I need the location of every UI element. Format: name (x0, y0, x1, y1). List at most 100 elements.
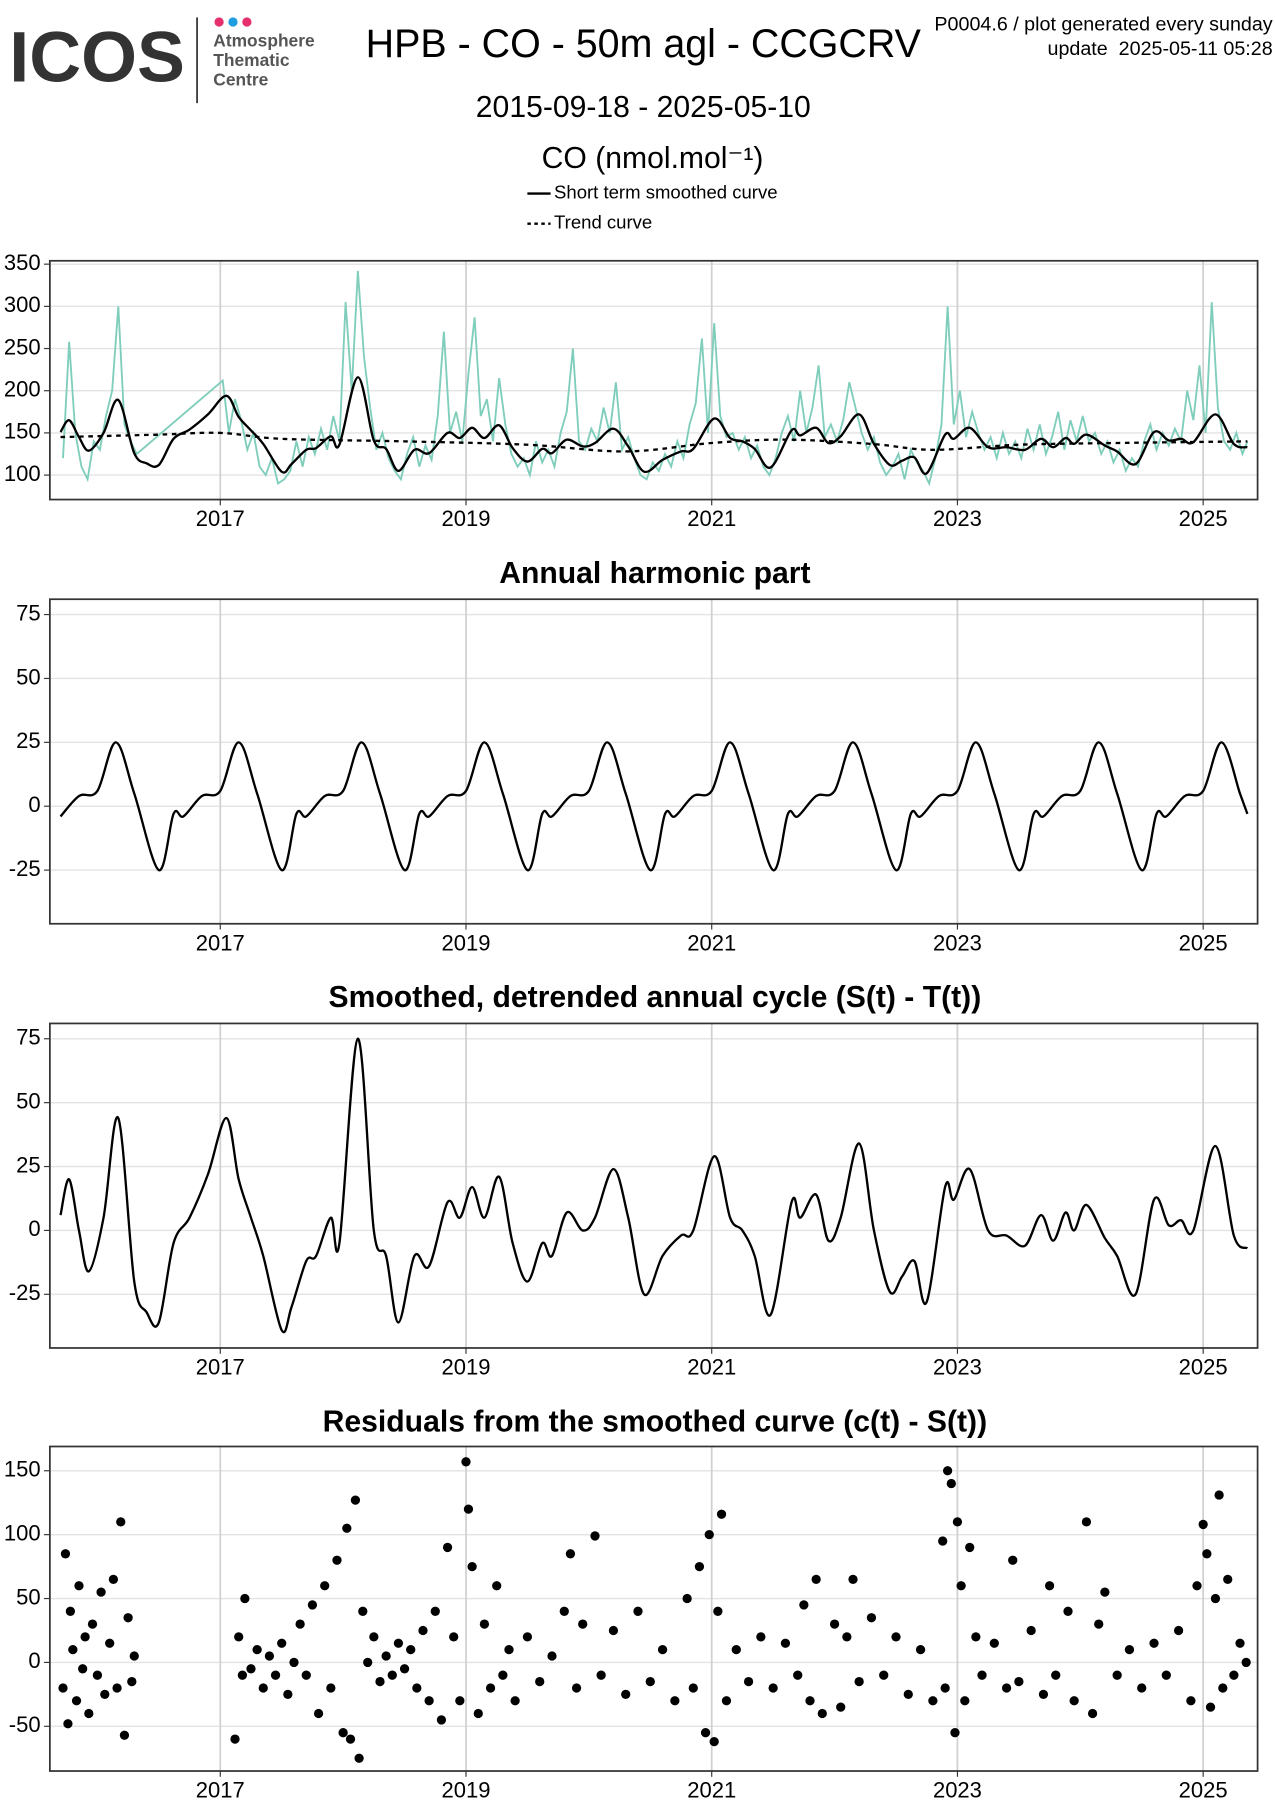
plot-frame (48, 1022, 1259, 1349)
data-point (467, 1561, 477, 1572)
data-point (950, 1728, 960, 1738)
data-point (952, 1517, 963, 1527)
data-point (80, 1632, 90, 1642)
panel: Residuals from the smoothed curve (c(t) … (4, 1405, 1259, 1800)
x-tick-label: 2017 (196, 506, 245, 531)
data-point (430, 1606, 440, 1616)
y-tick-label: 75 (16, 600, 41, 625)
data-point (358, 1606, 368, 1616)
data-point (375, 1676, 385, 1687)
data-point (504, 1645, 514, 1655)
data-point (682, 1593, 692, 1604)
data-point (743, 1676, 754, 1687)
data-point (657, 1645, 668, 1655)
data-point (393, 1638, 404, 1648)
data-point (1038, 1689, 1049, 1699)
y-tick-label: -50 (9, 1712, 41, 1737)
y-tick-label: 100 (4, 461, 41, 486)
y-tick-label: 250 (4, 334, 41, 359)
data-point (1218, 1683, 1228, 1693)
data-point (971, 1632, 981, 1642)
data-point (1094, 1619, 1104, 1629)
data-point (230, 1734, 240, 1744)
logo-text: ICOS (9, 18, 185, 98)
x-tick-label: 2025 (1179, 1355, 1228, 1380)
panel-title: Smoothed, detrended annual cycle (S(t) -… (329, 981, 982, 1014)
logo-dot (228, 17, 238, 27)
y-tick-label: 0 (28, 792, 40, 817)
data-point (283, 1689, 293, 1699)
data-point (700, 1728, 711, 1738)
y-tick-label: 0 (28, 1648, 40, 1673)
data-point (731, 1645, 741, 1655)
data-point (578, 1619, 588, 1629)
data-point (836, 1702, 846, 1712)
data-point (92, 1670, 103, 1680)
data-point (1063, 1606, 1073, 1616)
x-tick-label: 2021 (687, 1355, 736, 1380)
data-point (399, 1664, 410, 1674)
update-note: update 2025-05-11 05:28 (1048, 38, 1273, 60)
x-tick-label: 2017 (196, 930, 245, 955)
data-point (326, 1683, 336, 1693)
data-point (709, 1737, 719, 1747)
data-point (449, 1632, 459, 1642)
data-point (363, 1657, 373, 1668)
data-point (1173, 1625, 1184, 1636)
data-point (424, 1696, 434, 1706)
plot-background (49, 260, 1258, 500)
logo-line: Atmosphere (213, 30, 315, 50)
data-point (938, 1536, 948, 1546)
data-point (866, 1613, 877, 1623)
data-point (108, 1574, 119, 1585)
data-point (811, 1574, 821, 1585)
data-point (381, 1651, 391, 1661)
y-tick-label: 50 (16, 664, 41, 689)
data-point (492, 1581, 502, 1591)
data-point (1014, 1676, 1024, 1687)
x-tick-label: 2021 (687, 930, 736, 955)
data-point (805, 1696, 815, 1706)
data-point (928, 1696, 938, 1706)
y-tick-label: 75 (16, 1025, 41, 1050)
data-point (412, 1683, 422, 1693)
data-point (105, 1638, 115, 1648)
data-point (1198, 1519, 1208, 1530)
data-point (1044, 1581, 1055, 1591)
page-title: HPB - CO - 50m agl - CCGCRV (366, 22, 922, 66)
data-point (1137, 1683, 1147, 1693)
data-point (1192, 1581, 1202, 1591)
logo-line: Centre (213, 70, 268, 90)
logo-dot (242, 17, 252, 27)
data-point (119, 1730, 130, 1740)
data-point (510, 1696, 520, 1706)
panel: 100 150 200 250 300 350 2017 2019 2021 2023 2025 (4, 250, 1259, 531)
data-point (547, 1651, 557, 1661)
data-point (63, 1719, 73, 1729)
data-point (240, 1593, 250, 1604)
data-point (559, 1606, 569, 1616)
data-point (295, 1619, 305, 1629)
y-tick-label: 50 (16, 1088, 41, 1113)
x-tick-label: 2021 (687, 1778, 736, 1800)
data-point (670, 1696, 680, 1706)
data-point (596, 1670, 606, 1680)
data-point (264, 1651, 275, 1661)
x-tick-label: 2019 (442, 1778, 491, 1800)
data-point (1087, 1708, 1098, 1719)
data-point (1001, 1683, 1012, 1693)
data-point (112, 1683, 122, 1693)
plot-background (49, 1446, 1258, 1772)
data-point (768, 1683, 778, 1693)
data-point (704, 1530, 714, 1540)
data-point (891, 1632, 901, 1642)
data-point (1223, 1574, 1233, 1585)
logo: ICOS Atmosphere Thematic Centre (9, 17, 315, 104)
data-point (590, 1531, 600, 1541)
data-point (1026, 1625, 1036, 1636)
data-point (116, 1517, 126, 1527)
data-point (473, 1708, 483, 1719)
data-point (1214, 1490, 1224, 1500)
data-point (127, 1676, 137, 1687)
data-point (71, 1696, 82, 1706)
